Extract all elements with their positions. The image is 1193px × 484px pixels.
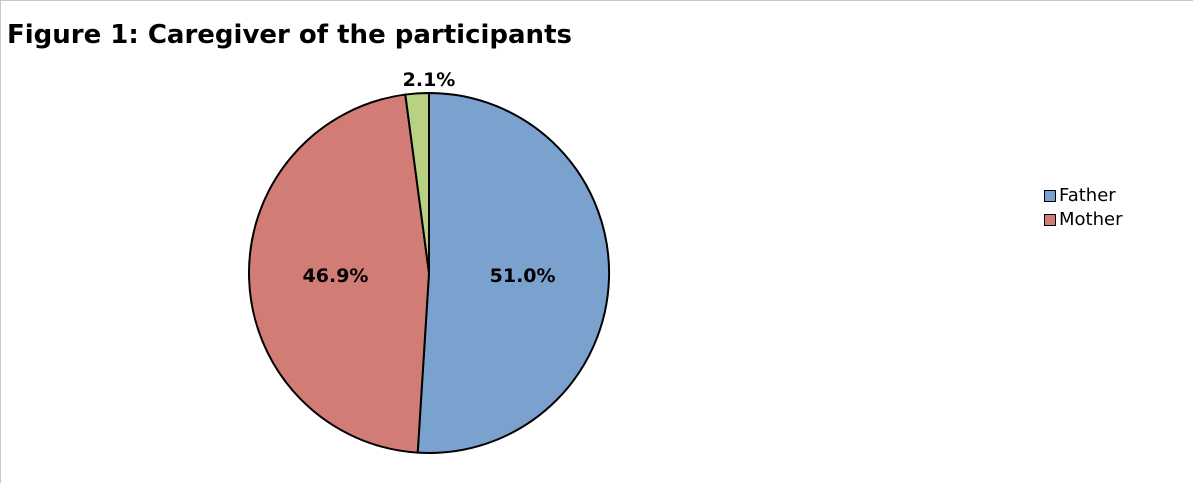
legend-label-father: Father: [1059, 185, 1116, 206]
legend-item-father: Father: [1044, 184, 1122, 208]
pie-slice-father: [416, 92, 610, 454]
data-label-father: 51.0%: [490, 265, 556, 287]
data-label-mother: 46.9%: [303, 265, 369, 287]
legend-swatch-mother: [1044, 214, 1056, 226]
legend-item-mother: Mother: [1044, 208, 1122, 232]
legend: Father Mother: [1044, 184, 1122, 232]
legend-label-mother: Mother: [1059, 209, 1123, 230]
legend-swatch-father: [1044, 190, 1056, 202]
pie-slice-other: [404, 91, 430, 274]
data-label-other: 2.1%: [403, 69, 456, 91]
pie-slice-mother: [248, 93, 430, 454]
chart-title: Figure 1: Caregiver of the participants: [7, 20, 572, 50]
